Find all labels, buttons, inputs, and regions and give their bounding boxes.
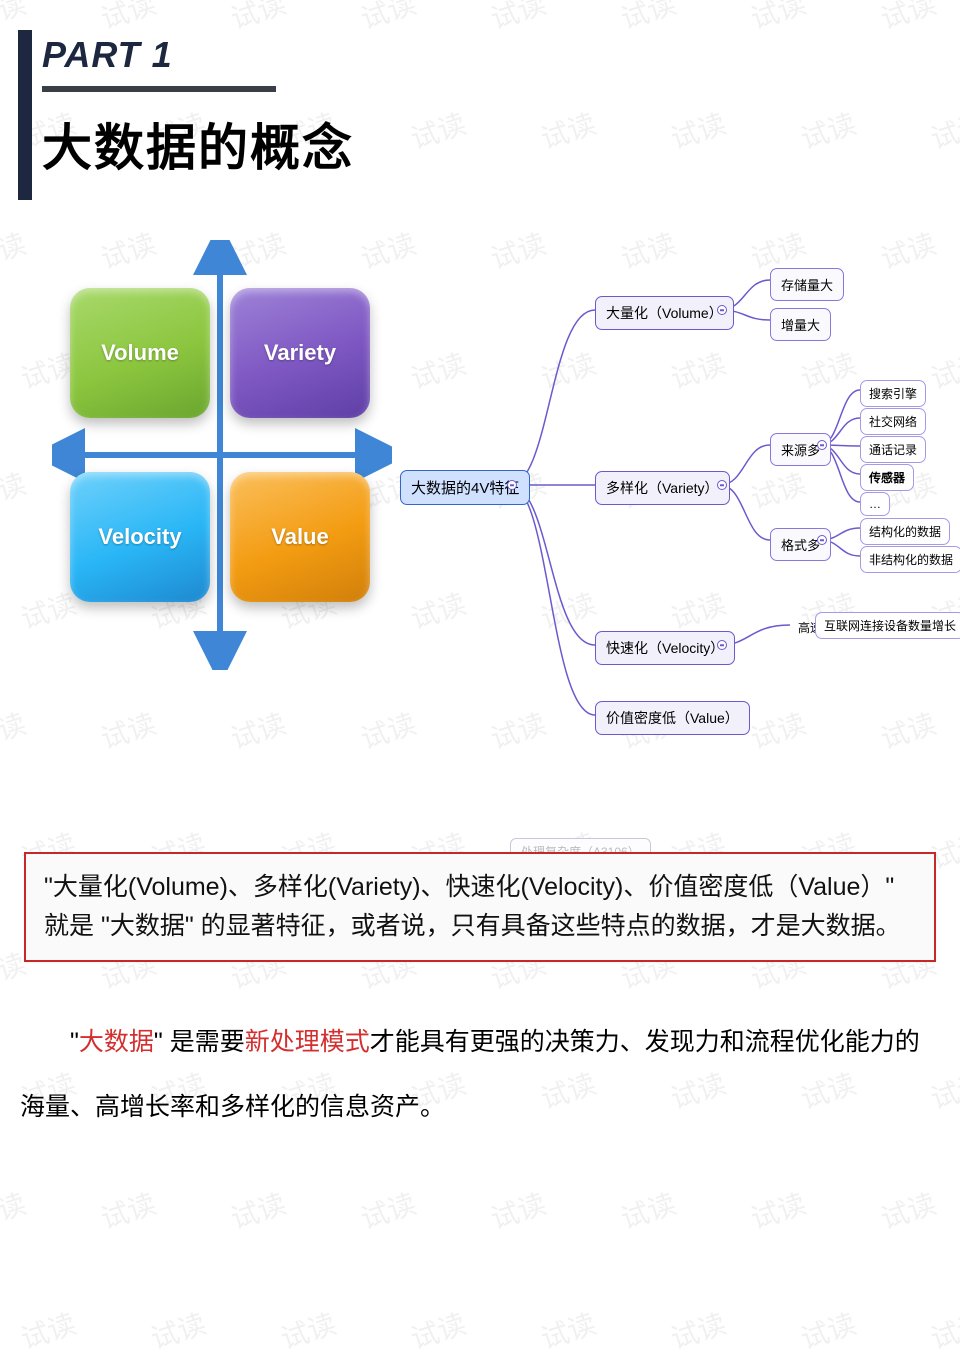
- definition-hl2: 新处理模式: [245, 1028, 370, 1056]
- tile-velocity: Velocity: [70, 472, 210, 602]
- mindmap: 大数据的4V特征 大量化（Volume） 存储量大 增量大 多样化（Variet…: [400, 240, 940, 770]
- header-accent-bar: [18, 30, 32, 200]
- definition-hl1: 大数据: [79, 1028, 154, 1056]
- mm-src-3: 传感器: [860, 464, 914, 491]
- mm-velocity: 快速化（Velocity）: [595, 631, 735, 665]
- tile-variety-label: Variety: [264, 340, 336, 366]
- mm-toggle-root: [507, 480, 517, 490]
- mm-root-label: 大数据的4V特征: [411, 480, 519, 497]
- mm-fmt-0: 结构化的数据: [860, 518, 950, 545]
- mm-variety: 多样化（Variety）: [595, 471, 730, 505]
- mm-volume-label: 大量化（Volume）: [606, 305, 723, 321]
- mm-variety-label: 多样化（Variety）: [606, 480, 719, 496]
- mm-toggle-source: [817, 440, 827, 450]
- mm-value-label: 价值密度低（Value）: [606, 710, 739, 726]
- tile-volume: Volume: [70, 288, 210, 418]
- mm-toggle-variety: [717, 480, 727, 490]
- tile-velocity-label: Velocity: [98, 524, 181, 550]
- mm-src-1: 社交网络: [860, 408, 926, 435]
- tile-value: Value: [230, 472, 370, 602]
- mm-fmt-1: 非结构化的数据: [860, 546, 960, 573]
- summary-text: "大量化(Volume)、多样化(Variety)、快速化(Velocity)、…: [44, 873, 901, 940]
- mm-toggle-volume: [717, 305, 727, 315]
- quadrant-diagram: Volume Variety Velocity Value: [52, 240, 392, 670]
- part-label: PART 1: [42, 34, 173, 76]
- definition-paragraph: "大数据" 是需要新处理模式才能具有更强的决策力、发现力和流程优化能力的海量、高…: [20, 1010, 940, 1140]
- mm-volume: 大量化（Volume）: [595, 296, 734, 330]
- part-underline: [42, 86, 276, 92]
- mm-volume-c1: 增量大: [770, 308, 831, 341]
- page-title: 大数据的概念: [42, 108, 354, 180]
- tile-volume-label: Volume: [101, 340, 179, 366]
- mm-toggle-velocity: [717, 640, 727, 650]
- mm-value: 价值密度低（Value）: [595, 701, 750, 735]
- tile-variety: Variety: [230, 288, 370, 418]
- mm-toggle-format: [817, 535, 827, 545]
- mm-src-4: …: [860, 492, 890, 516]
- mm-velocity-label: 快速化（Velocity）: [606, 640, 724, 656]
- mm-src-2: 通话记录: [860, 436, 926, 463]
- mm-velocity-leaf: 互联网连接设备数量增长: [815, 612, 960, 639]
- mm-volume-c0: 存储量大: [770, 268, 844, 301]
- mm-src-0: 搜索引擎: [860, 380, 926, 407]
- summary-box: "大量化(Volume)、多样化(Variety)、快速化(Velocity)、…: [24, 852, 936, 962]
- tile-value-label: Value: [271, 524, 328, 550]
